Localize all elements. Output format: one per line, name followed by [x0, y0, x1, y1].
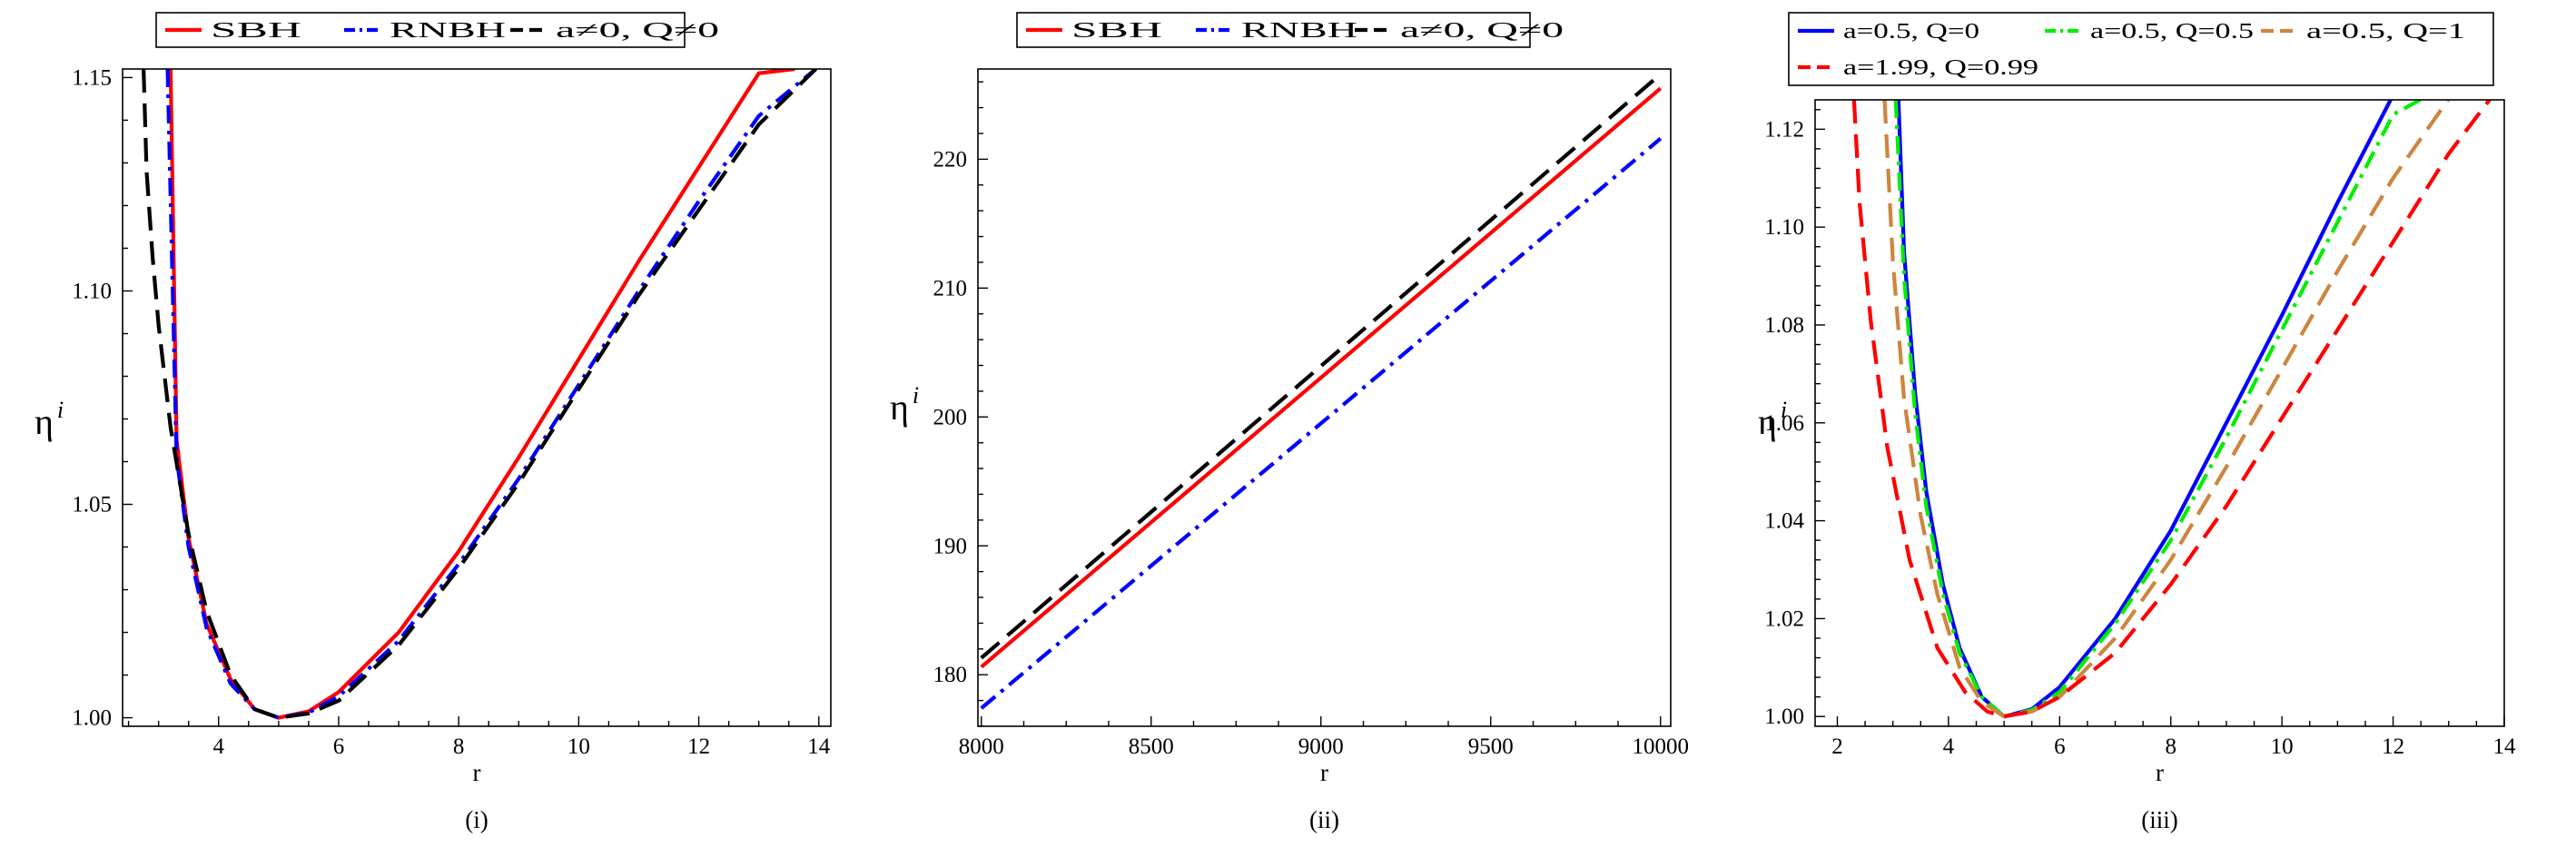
legend-label: RNBH: [390, 19, 506, 43]
series-line-2: [1882, 100, 2451, 719]
x-tick-label: 2: [1831, 734, 1843, 759]
y-tick-label: 1.05: [72, 493, 112, 517]
x-tick-label: 12: [2382, 734, 2404, 759]
panel-i: 4 6 8 10 12 14 1.00 1.05 1.10 1.15 r η i (i) SBH RNBH a≠…: [35, 12, 832, 833]
series-line-2: [980, 73, 1663, 660]
y-tick-label: 1.02: [1764, 606, 1804, 631]
x-tick-label: 14: [807, 734, 831, 759]
series-line-0: [980, 86, 1663, 669]
x-tick-label: 6: [333, 734, 345, 759]
y-tick-label: 1.00: [1764, 704, 1804, 729]
y-tick-label: 1.10: [72, 279, 112, 303]
y-axis-label-superscript: i: [913, 382, 919, 409]
x-axis-label: r: [1320, 759, 1328, 786]
y-tick-label: 1.10: [1764, 215, 1804, 240]
y-axis-label-superscript: i: [1781, 397, 1787, 423]
y-tick-label: 1.12: [1764, 117, 1804, 142]
legend-label: a≠0, Q≠0: [556, 19, 719, 43]
y-axis-label-main: η: [1758, 401, 1777, 442]
series-line-3: [1851, 100, 2492, 719]
legend-label: a=0.5, Q=0: [1843, 20, 1979, 44]
y-axis-label-main: η: [890, 387, 909, 428]
x-tick-label: 8: [453, 734, 465, 759]
plot-area: [1851, 100, 2492, 719]
panel-ii: 8000 8500 9000 9500 10000 180 190 200 210 220 r η i (…: [890, 12, 1690, 833]
y-tick-label: 220: [933, 147, 968, 172]
legend-label: a=0.5, Q=1: [2306, 20, 2465, 44]
legend-label: a=1.99, Q=0.99: [1843, 56, 2038, 80]
legend-label: a=0.5, Q=0.5: [2090, 20, 2254, 44]
legend-box: [1788, 12, 2494, 86]
series-line-0: [1896, 100, 2393, 719]
x-tick-label: 10: [2271, 734, 2294, 759]
y-tick-label: 1.08: [1764, 313, 1804, 338]
y-axis-label-main: η: [35, 401, 54, 442]
y-axis-label-superscript: i: [57, 397, 64, 423]
x-axis-label: r: [473, 759, 481, 786]
x-tick-label: 10: [568, 734, 590, 759]
y-tick-label: 1.15: [72, 65, 112, 90]
series-line-1: [165, 69, 817, 720]
x-tick-label: 8: [2165, 734, 2176, 759]
plot-frame: [977, 68, 1672, 727]
panel-caption: (ii): [1309, 806, 1339, 833]
legend: SBH RNBH a≠0, Q≠0: [155, 12, 719, 48]
panel-caption: (iii): [2141, 806, 2178, 833]
plot-frame: [1814, 99, 2505, 727]
plot-frame: [122, 68, 832, 727]
y-tick-label: 190: [933, 534, 968, 558]
legend-label: a≠0, Q≠0: [1400, 19, 1564, 43]
x-tick-label: 4: [1943, 734, 1955, 759]
series-line-2: [142, 69, 817, 720]
series-line-1: [1893, 100, 2424, 719]
y-tick-label: 200: [933, 405, 968, 429]
panel-caption: (i): [465, 806, 488, 833]
legend-label: SBH: [1071, 19, 1162, 43]
y-tick-label: 1.04: [1764, 509, 1804, 534]
x-tick-label: 4: [213, 734, 225, 759]
x-tick-label: 9000: [1298, 734, 1344, 759]
plot-area: [980, 73, 1663, 710]
x-tick-label: 12: [687, 734, 710, 759]
x-tick-label: 8000: [959, 734, 1004, 759]
legend-box: [1016, 12, 1531, 48]
series-line-1: [980, 137, 1663, 710]
x-tick-label: 10000: [1633, 734, 1690, 759]
legend: a=0.5, Q=0 a=0.5, Q=0.5 a=0.5, Q=1 a=1.99, …: [1788, 12, 2494, 86]
x-tick-label: 8500: [1129, 734, 1174, 759]
y-tick-label: 210: [933, 276, 968, 300]
x-tick-label: 9500: [1468, 734, 1514, 759]
plot-area: [142, 69, 817, 720]
y-tick-label: 1.00: [72, 706, 112, 731]
x-tick-label: 6: [2054, 734, 2066, 759]
legend: SBH RNBH a≠0, Q≠0: [1016, 12, 1564, 48]
panel-iii: 2 4 6 8 10 12 14 1.00 1.02 1.04 1.06 1.08 1.10 1.12 r η…: [1758, 12, 2517, 833]
x-tick-label: 14: [2493, 734, 2517, 759]
legend-label: SBH: [211, 19, 301, 43]
y-tick-label: 1.06: [1764, 411, 1804, 436]
y-tick-label: 180: [933, 663, 968, 687]
legend-label: RNBH: [1241, 19, 1357, 43]
legend-box: [155, 12, 686, 48]
x-axis-label: r: [2156, 759, 2164, 786]
series-line-0: [168, 69, 795, 720]
